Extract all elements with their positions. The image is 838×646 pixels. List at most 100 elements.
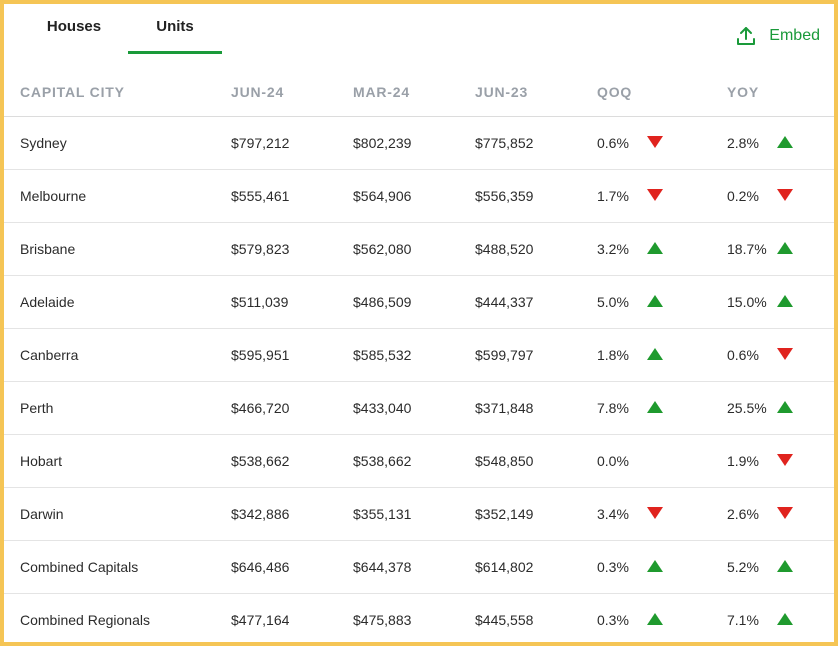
arrow-up-icon [777, 294, 793, 307]
active-tab-indicator [128, 51, 222, 54]
cell-yoy: 15.0% [711, 275, 834, 329]
yoy-value: 2.6% [727, 505, 759, 522]
embed-button[interactable]: Embed [735, 22, 820, 50]
cell-qoq: 3.4% [581, 487, 711, 541]
tab-units-label: Units [156, 17, 194, 35]
qoq-value: 3.2% [597, 240, 629, 257]
arrow-up-icon [777, 135, 793, 148]
cell-city: Canberra [4, 328, 215, 382]
cell-city: Combined Capitals [4, 540, 215, 594]
yoy-value: 25.5% [727, 399, 767, 416]
cell-jun-23: $488,520 [459, 222, 581, 276]
qoq-value: 0.0% [597, 452, 629, 469]
cell-qoq: 0.3% [581, 593, 711, 642]
cell-jun-24: $579,823 [215, 222, 337, 276]
cell-qoq: 0.3% [581, 540, 711, 594]
header-qoq[interactable]: QOQ [581, 68, 711, 117]
cell-mar-24: $644,378 [337, 540, 459, 594]
upload-icon [737, 27, 756, 45]
cell-jun-24: $342,886 [215, 487, 337, 541]
cell-city: Perth [4, 381, 215, 435]
cell-jun-23: $352,149 [459, 487, 581, 541]
cell-jun-23: $445,558 [475, 611, 534, 628]
cell-qoq: 1.7% [581, 169, 711, 223]
yoy-value: 5.2% [727, 558, 759, 575]
table-header-row: CAPITAL CITY JUN-24 MAR-24 JUN-23 QOQ YO… [4, 68, 834, 117]
tab-units[interactable]: Units [128, 4, 222, 58]
cell-city: Combined Regionals [20, 611, 150, 628]
cell-mar-24: $486,509 [337, 275, 459, 329]
cell-mar-24: $538,662 [337, 434, 459, 488]
cell-city: Darwin [4, 487, 215, 541]
tab-bar: Houses Units [4, 4, 304, 58]
arrow-up-icon [647, 613, 663, 626]
table-row: Combined Regionals $477,164 $475,883 $445,5… [4, 593, 834, 642]
cell-mar-24: $433,040 [337, 381, 459, 435]
cell-jun-23: $556,359 [459, 169, 581, 223]
cell-yoy: 1.9% [711, 434, 834, 488]
cell-mar-24: $802,239 [337, 116, 459, 170]
cell-qoq: 7.8% [581, 381, 711, 435]
table-row: Darwin $342,886 $355,131 $352,149 3.4% 2.6% [4, 487, 834, 541]
arrow-down-icon [777, 347, 793, 360]
table-row: Adelaide $511,039 $486,509 $444,337 5.0% 15.0… [4, 275, 834, 329]
header-yoy[interactable]: YOY [711, 68, 834, 117]
cell-jun-23: $371,848 [459, 381, 581, 435]
cell-yoy: 18.7% [711, 222, 834, 276]
cell-jun-24: $595,951 [215, 328, 337, 382]
arrow-up-icon [647, 241, 663, 254]
arrow-down-icon [647, 135, 663, 148]
cell-yoy: 2.6% [711, 487, 834, 541]
cell-jun-23: $775,852 [459, 116, 581, 170]
qoq-value: 0.3% [597, 611, 629, 628]
header-jun-24[interactable]: JUN-24 [215, 68, 337, 117]
cell-jun-24: $797,212 [215, 116, 337, 170]
table-row: Hobart $538,662 $538,662 $548,850 0.0% 1.9% [4, 434, 834, 488]
cell-qoq: 0.0% [581, 434, 711, 488]
cell-yoy: 2.8% [711, 116, 834, 170]
arrow-up-icon [647, 347, 663, 360]
cell-qoq: 1.8% [581, 328, 711, 382]
cell-mar-24: $355,131 [337, 487, 459, 541]
yoy-value: 7.1% [727, 611, 759, 628]
cell-qoq: 5.0% [581, 275, 711, 329]
cell-jun-24: $511,039 [215, 275, 337, 329]
cell-qoq: 3.2% [581, 222, 711, 276]
qoq-value: 5.0% [597, 293, 629, 310]
yoy-value: 15.0% [727, 293, 767, 310]
table-row: Brisbane $579,823 $562,080 $488,520 3.2% 18.7… [4, 222, 834, 276]
median-value-table: CAPITAL CITY JUN-24 MAR-24 JUN-23 QOQ YO… [4, 68, 834, 642]
cell-jun-23: $444,337 [459, 275, 581, 329]
arrow-up-icon [777, 241, 793, 254]
arrow-down-icon [777, 506, 793, 519]
cell-yoy: 25.5% [711, 381, 834, 435]
cell-jun-24: $646,486 [215, 540, 337, 594]
arrow-down-icon [777, 453, 793, 466]
yoy-value: 0.2% [727, 187, 759, 204]
arrow-down-icon [647, 188, 663, 201]
tab-houses-label: Houses [46, 17, 102, 35]
cell-city: Adelaide [4, 275, 215, 329]
embed-label: Embed [769, 27, 820, 44]
cell-mar-24: $562,080 [337, 222, 459, 276]
yoy-value: 1.9% [727, 452, 759, 469]
qoq-value: 1.7% [597, 187, 629, 204]
header-mar-24[interactable]: MAR-24 [337, 68, 459, 117]
yoy-value: 0.6% [727, 346, 759, 363]
cell-yoy: 5.2% [711, 540, 834, 594]
header-jun-23[interactable]: JUN-23 [459, 68, 581, 117]
tab-houses[interactable]: Houses [26, 4, 122, 58]
arrow-up-icon [647, 559, 663, 572]
widget-frame: Houses Units Embed CAPITAL CITY JUN-24 M… [4, 4, 834, 642]
table-row: Perth $466,720 $433,040 $371,848 7.8% 25.5% [4, 381, 834, 435]
table-row: Canberra $595,951 $585,532 $599,797 1.8% 0.6% [4, 328, 834, 382]
cell-mar-24: $585,532 [337, 328, 459, 382]
table-row: Sydney $797,212 $802,239 $775,852 0.6% 2.8% [4, 116, 834, 170]
yoy-value: 2.8% [727, 134, 759, 151]
qoq-value: 0.6% [597, 134, 629, 151]
table-row: Combined Capitals $646,486 $644,378 $614,80… [4, 540, 834, 594]
cell-jun-24: $555,461 [215, 169, 337, 223]
cell-city: Hobart [4, 434, 215, 488]
cell-jun-23: $548,850 [459, 434, 581, 488]
header-capital-city[interactable]: CAPITAL CITY [4, 68, 215, 117]
